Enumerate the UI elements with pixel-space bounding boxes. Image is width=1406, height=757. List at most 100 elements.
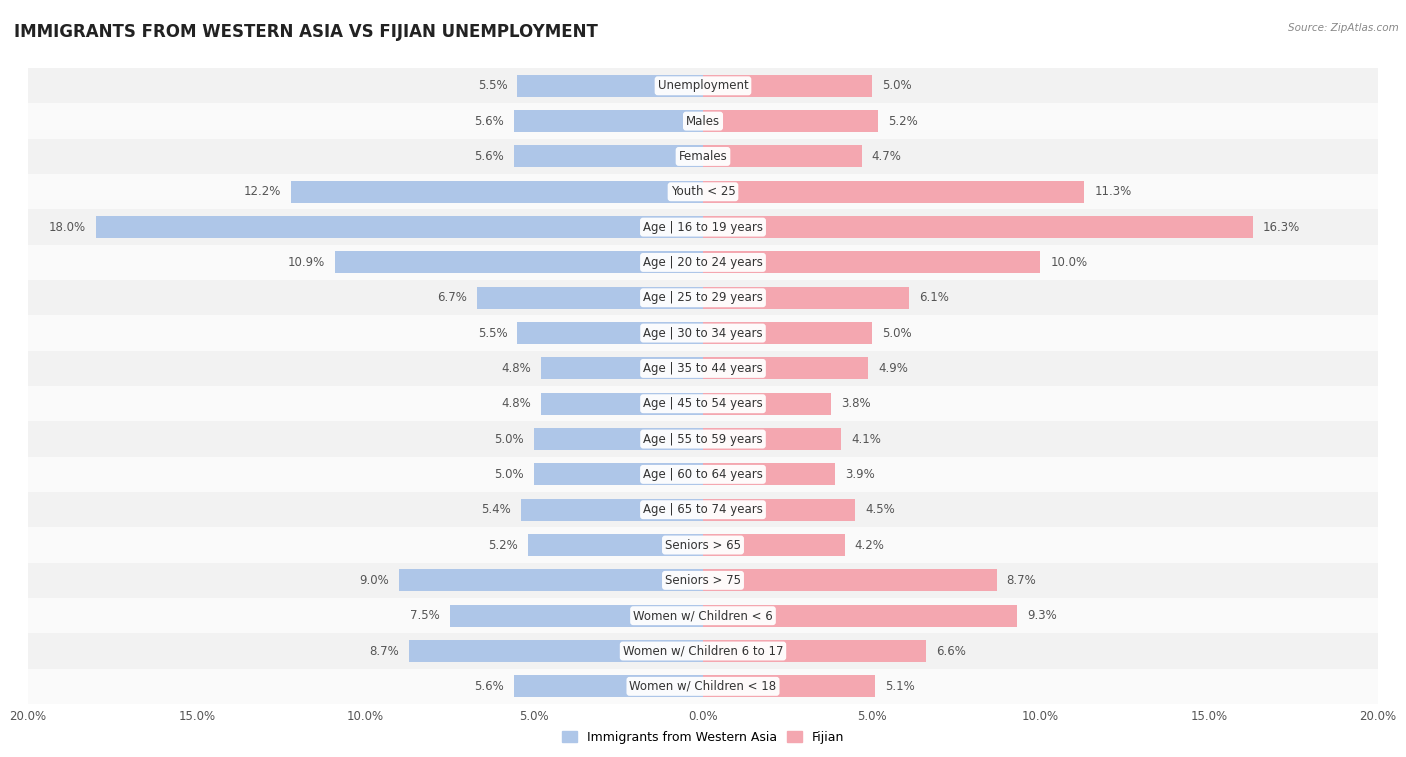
Bar xyxy=(703,357,869,379)
Text: 6.1%: 6.1% xyxy=(920,291,949,304)
Text: Unemployment: Unemployment xyxy=(658,79,748,92)
Bar xyxy=(515,675,703,697)
Bar xyxy=(534,463,703,485)
Text: Age | 16 to 19 years: Age | 16 to 19 years xyxy=(643,220,763,234)
Bar xyxy=(527,534,703,556)
Bar xyxy=(703,463,835,485)
Text: 6.7%: 6.7% xyxy=(437,291,467,304)
Bar xyxy=(28,139,1378,174)
Text: 4.2%: 4.2% xyxy=(855,538,884,552)
Text: 4.8%: 4.8% xyxy=(501,362,531,375)
Text: Females: Females xyxy=(679,150,727,163)
Text: Women w/ Children < 18: Women w/ Children < 18 xyxy=(630,680,776,693)
Text: 8.7%: 8.7% xyxy=(370,644,399,658)
Bar xyxy=(517,322,703,344)
Bar xyxy=(28,562,1378,598)
Bar xyxy=(28,386,1378,422)
Text: 9.0%: 9.0% xyxy=(360,574,389,587)
Bar xyxy=(335,251,703,273)
Bar xyxy=(703,217,1253,238)
Bar xyxy=(703,675,875,697)
Bar xyxy=(28,104,1378,139)
Text: 3.9%: 3.9% xyxy=(845,468,875,481)
Bar xyxy=(703,569,997,591)
Bar xyxy=(703,534,845,556)
Bar xyxy=(28,668,1378,704)
Text: Youth < 25: Youth < 25 xyxy=(671,185,735,198)
Bar xyxy=(28,634,1378,668)
Text: 5.0%: 5.0% xyxy=(882,79,911,92)
Text: Seniors > 75: Seniors > 75 xyxy=(665,574,741,587)
Text: Source: ZipAtlas.com: Source: ZipAtlas.com xyxy=(1288,23,1399,33)
Text: 9.3%: 9.3% xyxy=(1026,609,1057,622)
Text: Males: Males xyxy=(686,114,720,128)
Bar xyxy=(28,350,1378,386)
Text: 5.6%: 5.6% xyxy=(474,114,503,128)
Bar xyxy=(703,111,879,132)
Text: Seniors > 65: Seniors > 65 xyxy=(665,538,741,552)
Text: 5.6%: 5.6% xyxy=(474,150,503,163)
Text: Age | 65 to 74 years: Age | 65 to 74 years xyxy=(643,503,763,516)
Bar xyxy=(703,287,908,309)
Text: 4.9%: 4.9% xyxy=(879,362,908,375)
Bar xyxy=(477,287,703,309)
Text: Women w/ Children < 6: Women w/ Children < 6 xyxy=(633,609,773,622)
Text: 18.0%: 18.0% xyxy=(48,220,86,234)
Bar xyxy=(520,499,703,521)
Text: IMMIGRANTS FROM WESTERN ASIA VS FIJIAN UNEMPLOYMENT: IMMIGRANTS FROM WESTERN ASIA VS FIJIAN U… xyxy=(14,23,598,41)
Text: Age | 25 to 29 years: Age | 25 to 29 years xyxy=(643,291,763,304)
Bar xyxy=(28,528,1378,562)
Text: Age | 55 to 59 years: Age | 55 to 59 years xyxy=(643,432,763,446)
Text: 5.2%: 5.2% xyxy=(488,538,517,552)
Bar xyxy=(409,640,703,662)
Legend: Immigrants from Western Asia, Fijian: Immigrants from Western Asia, Fijian xyxy=(557,726,849,749)
Bar xyxy=(703,251,1040,273)
Text: Age | 45 to 54 years: Age | 45 to 54 years xyxy=(643,397,763,410)
Bar xyxy=(703,75,872,97)
Text: 5.1%: 5.1% xyxy=(886,680,915,693)
Text: Age | 60 to 64 years: Age | 60 to 64 years xyxy=(643,468,763,481)
Bar xyxy=(515,111,703,132)
Text: Age | 20 to 24 years: Age | 20 to 24 years xyxy=(643,256,763,269)
Text: 10.9%: 10.9% xyxy=(288,256,325,269)
Text: 5.0%: 5.0% xyxy=(495,468,524,481)
Bar xyxy=(515,145,703,167)
Bar xyxy=(534,428,703,450)
Text: Women w/ Children 6 to 17: Women w/ Children 6 to 17 xyxy=(623,644,783,658)
Bar xyxy=(28,210,1378,245)
Bar xyxy=(28,316,1378,350)
Text: 5.5%: 5.5% xyxy=(478,79,508,92)
Bar xyxy=(703,605,1017,627)
Bar xyxy=(96,217,703,238)
Bar xyxy=(703,181,1084,203)
Text: 4.1%: 4.1% xyxy=(852,432,882,446)
Text: 4.5%: 4.5% xyxy=(865,503,894,516)
Bar xyxy=(399,569,703,591)
Bar xyxy=(28,456,1378,492)
Bar xyxy=(28,280,1378,316)
Text: 4.8%: 4.8% xyxy=(501,397,531,410)
Bar xyxy=(703,499,855,521)
Bar xyxy=(703,393,831,415)
Bar xyxy=(28,598,1378,634)
Bar xyxy=(28,422,1378,456)
Text: 10.0%: 10.0% xyxy=(1050,256,1088,269)
Text: 5.0%: 5.0% xyxy=(495,432,524,446)
Text: 7.5%: 7.5% xyxy=(411,609,440,622)
Bar xyxy=(703,322,872,344)
Text: 5.6%: 5.6% xyxy=(474,680,503,693)
Text: Age | 35 to 44 years: Age | 35 to 44 years xyxy=(643,362,763,375)
Bar xyxy=(703,145,862,167)
Text: 16.3%: 16.3% xyxy=(1263,220,1301,234)
Text: 4.7%: 4.7% xyxy=(872,150,901,163)
Text: 5.2%: 5.2% xyxy=(889,114,918,128)
Text: 5.5%: 5.5% xyxy=(478,326,508,340)
Bar xyxy=(28,68,1378,104)
Bar xyxy=(28,492,1378,528)
Text: 5.4%: 5.4% xyxy=(481,503,510,516)
Text: 5.0%: 5.0% xyxy=(882,326,911,340)
Bar xyxy=(28,245,1378,280)
Bar xyxy=(703,428,841,450)
Bar xyxy=(703,640,925,662)
Bar xyxy=(450,605,703,627)
